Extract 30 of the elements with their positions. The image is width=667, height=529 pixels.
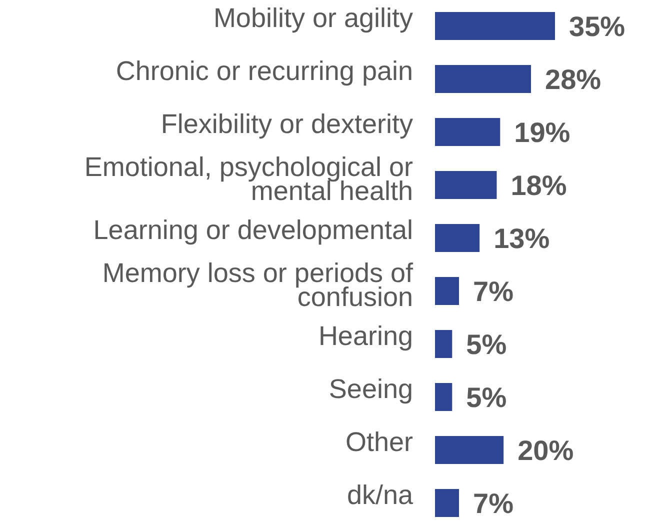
bar <box>435 224 480 252</box>
bar <box>435 436 504 464</box>
bar <box>435 277 459 305</box>
y-tick-label: Hearing <box>318 321 413 351</box>
data-label: 19% <box>514 117 570 148</box>
y-tick-label: Emotional, psychological or mental health <box>84 152 414 206</box>
data-label: 18% <box>510 170 567 201</box>
data-label: 7% <box>473 488 514 519</box>
data-label: 7% <box>473 276 514 307</box>
bar <box>435 489 459 517</box>
y-tick-label: Memory loss or periods of confusion <box>102 258 414 312</box>
y-tick-label: Seeing <box>328 374 413 404</box>
bar <box>435 171 497 199</box>
y-tick-label: Learning or developmental <box>93 215 413 245</box>
y-tick-label: Mobility or agility <box>213 3 414 33</box>
bar <box>435 330 452 358</box>
y-tick-label: Other <box>345 427 414 457</box>
data-label: 5% <box>466 329 507 360</box>
bar <box>435 118 500 146</box>
data-label: 35% <box>569 11 626 42</box>
data-label: 13% <box>494 223 550 254</box>
bar <box>435 65 531 93</box>
y-tick-label: Chronic or recurring pain <box>116 56 413 86</box>
bar <box>435 12 555 40</box>
y-tick-label: Flexibility or dexterity <box>160 109 414 139</box>
data-label: 28% <box>545 64 602 95</box>
bar <box>435 383 452 411</box>
data-label: 5% <box>466 382 507 413</box>
y-tick-label: dk/na <box>346 480 414 510</box>
data-label: 20% <box>518 435 574 466</box>
